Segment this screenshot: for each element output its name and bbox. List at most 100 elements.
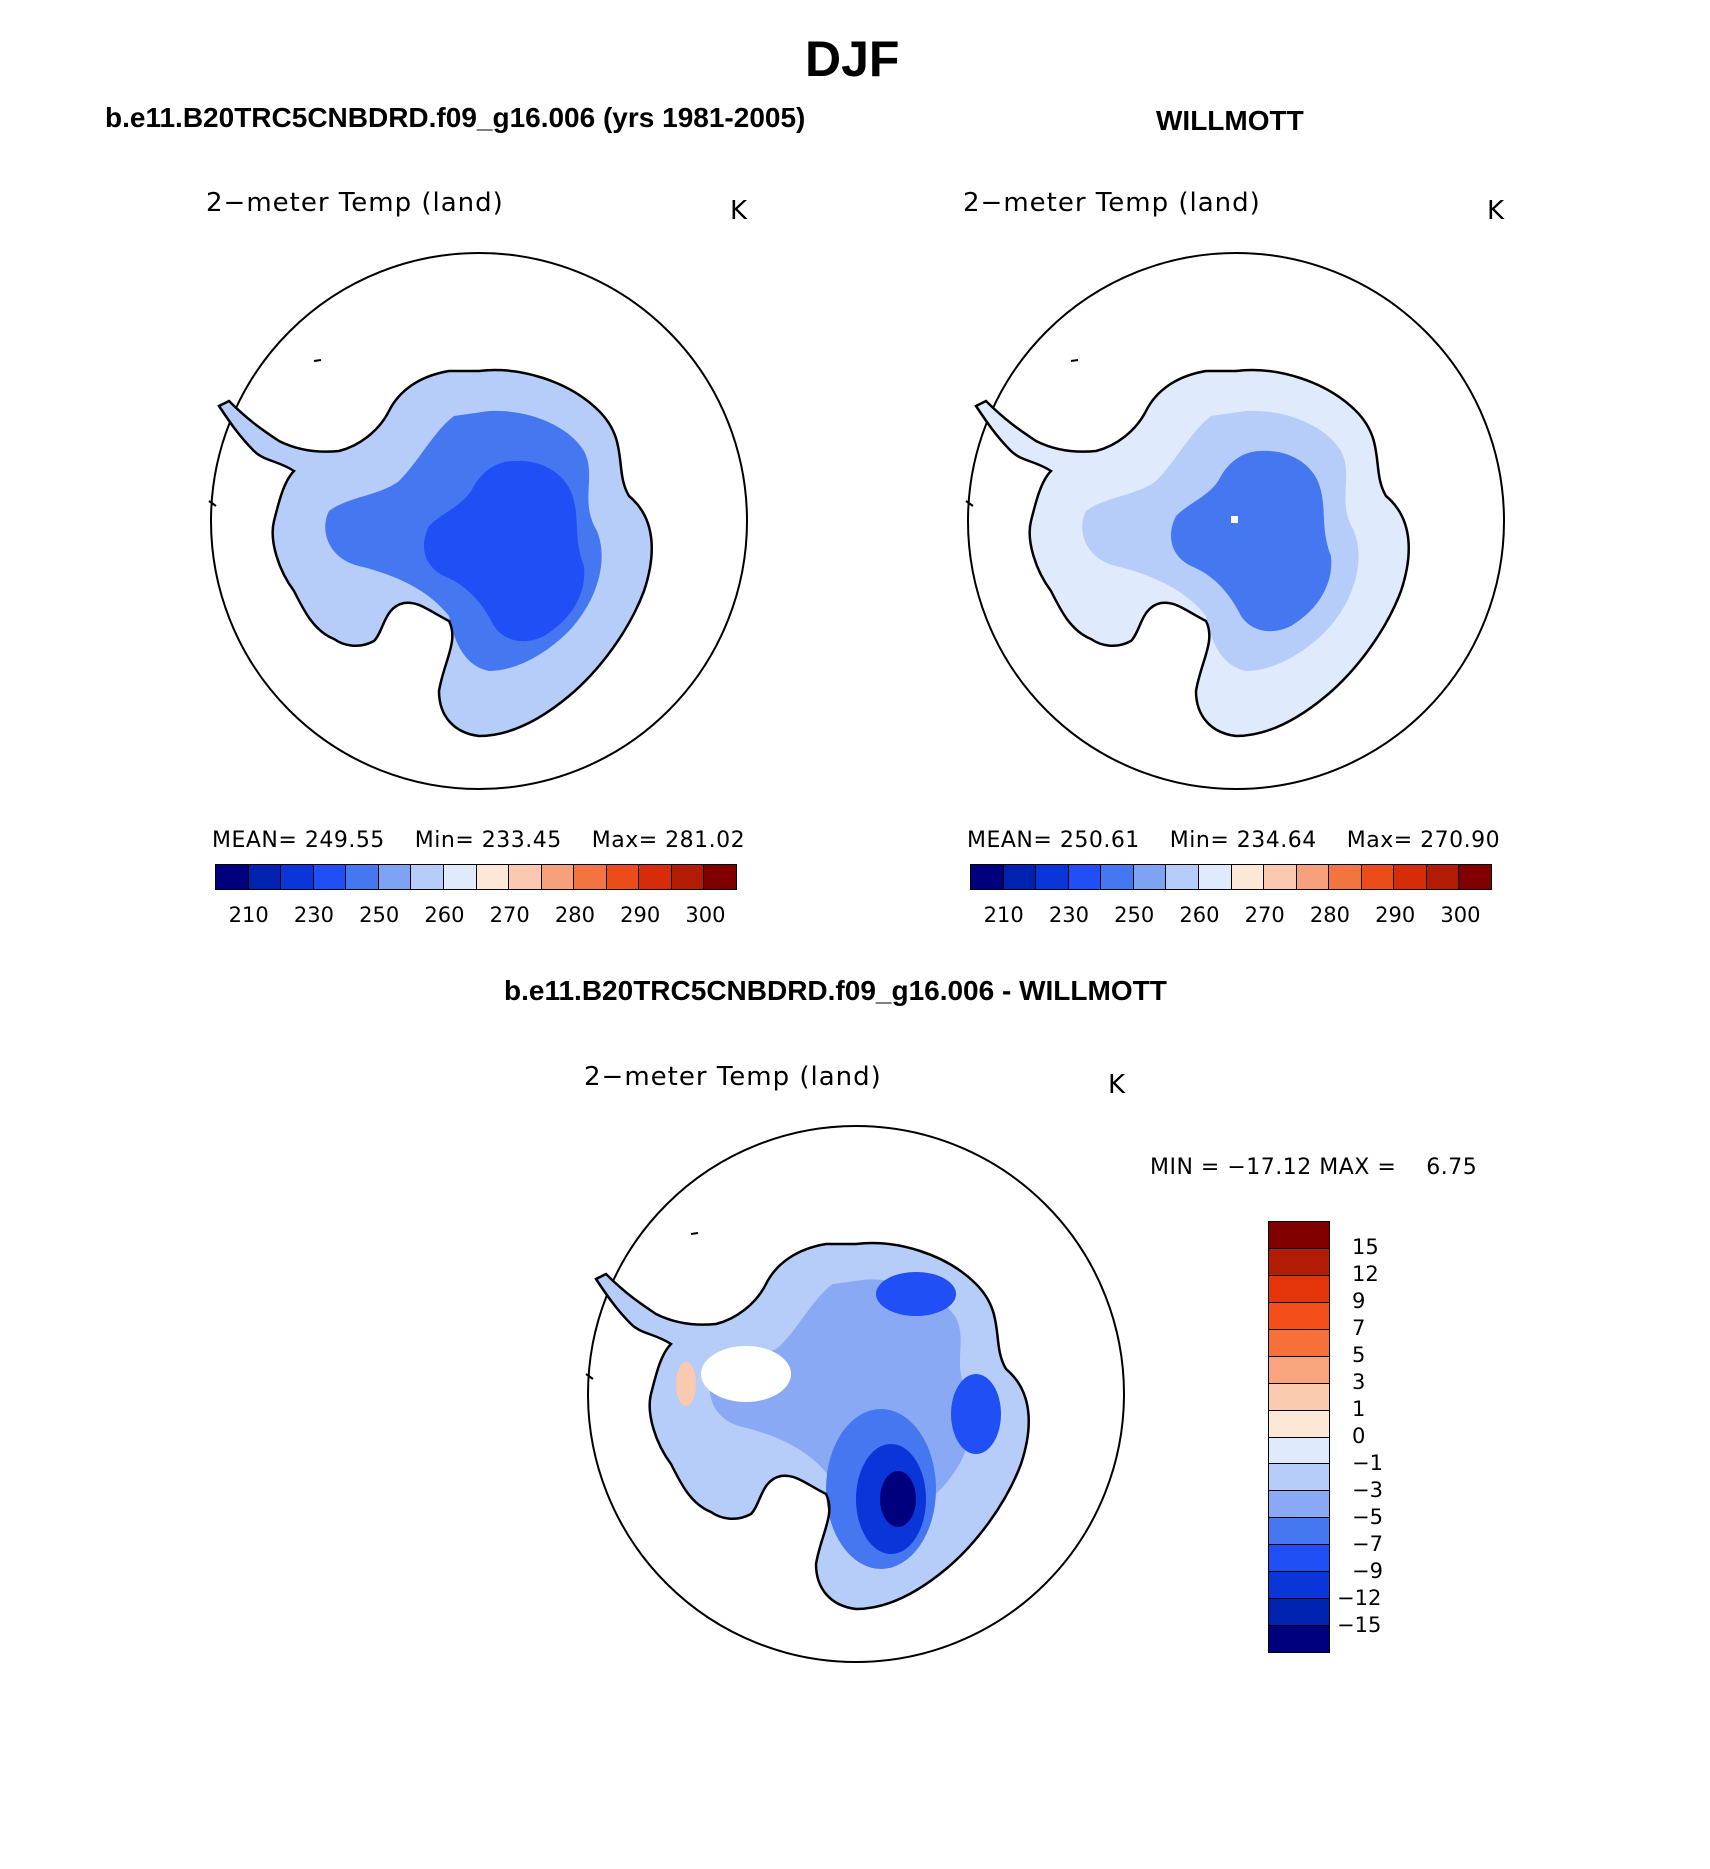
colorbar-model: [215, 864, 737, 890]
colorbar-swatch: [1264, 865, 1297, 889]
colorbar-swatch: [1068, 865, 1102, 889]
panel-model-stats: MEAN= 249.55 Min= 233.45 Max= 281.02: [212, 828, 745, 853]
colorbar-swatch: [1426, 865, 1460, 889]
colorbar-swatch: [1296, 865, 1330, 889]
mean-value: 250.61: [1059, 828, 1140, 853]
colorbar-tick-label: 1: [1352, 1397, 1366, 1421]
colorbar-swatch: [1269, 1491, 1329, 1519]
panel-diff-heading: b.e11.B20TRC5CNBDRD.f09_g16.006 - WILLMO…: [504, 975, 1167, 1006]
colorbar-tick-label: 15: [1352, 1235, 1379, 1259]
colorbar-tick-label: −1: [1352, 1451, 1383, 1475]
colorbar-tick-label: −12: [1337, 1586, 1382, 1610]
colorbar-tick-label: −15: [1337, 1613, 1382, 1637]
panel-obs-variable: 2−meter Temp (land): [963, 188, 1261, 218]
colorbar-swatch: [606, 865, 640, 889]
colorbar-swatch: [1003, 865, 1037, 889]
colorbar-swatch: [574, 865, 607, 889]
colorbar-tick-label: 270: [1244, 903, 1285, 927]
colorbar-swatch: [541, 865, 575, 889]
colorbar-tick-label: 9: [1352, 1289, 1366, 1313]
colorbar-swatch: [1394, 865, 1427, 889]
map-obs: [965, 252, 1505, 790]
panel-model-variable: 2−meter Temp (land): [206, 188, 504, 218]
colorbar-swatch: [248, 865, 282, 889]
colorbar-tick-label: 210: [228, 903, 269, 927]
colorbar-swatch: [1459, 865, 1491, 889]
colorbar-swatch: [1133, 865, 1167, 889]
panel-model-heading: b.e11.B20TRC5CNBDRD.f09_g16.006 (yrs 198…: [105, 102, 806, 133]
figure-title: DJF: [805, 31, 900, 87]
colorbar-swatch: [1269, 1383, 1329, 1411]
colorbar-swatch: [1269, 1410, 1329, 1438]
colorbar-swatch: [1269, 1599, 1329, 1627]
min-value: 233.45: [481, 828, 562, 853]
colorbar-swatch: [1269, 1275, 1329, 1303]
colorbar-tick-label: 290: [620, 903, 661, 927]
colorbar-swatch: [971, 865, 1004, 889]
colorbar-swatch: [1269, 1222, 1329, 1249]
colorbar-tick-label: 280: [1309, 903, 1350, 927]
mean-label: MEAN=: [967, 828, 1053, 853]
colorbar-swatch: [1198, 865, 1232, 889]
colorbar-swatch: [639, 865, 672, 889]
colorbar-tick-label: 0: [1352, 1424, 1366, 1448]
colorbar-tick-label: 5: [1352, 1343, 1366, 1367]
map-diff: [585, 1125, 1125, 1663]
colorbar-swatch: [1269, 1464, 1329, 1492]
colorbar-tick-label: 230: [293, 903, 334, 927]
min-label: Min=: [1169, 828, 1230, 853]
max-label: Max=: [591, 828, 658, 853]
colorbar-swatch: [671, 865, 705, 889]
panel-diff-variable: 2−meter Temp (land): [584, 1062, 882, 1092]
colorbar-swatch: [1269, 1518, 1329, 1546]
panel-model-units: K: [730, 196, 749, 226]
colorbar-swatch: [346, 865, 379, 889]
min-value: 234.64: [1236, 828, 1317, 853]
colorbar-swatch: [1166, 865, 1199, 889]
colorbar-tick-label: 270: [489, 903, 530, 927]
colorbar-obs: [970, 864, 1492, 890]
colorbar-tick-label: −7: [1352, 1532, 1383, 1556]
mean-value: 249.55: [304, 828, 385, 853]
colorbar-diff: [1268, 1221, 1330, 1653]
max-value: 281.02: [665, 828, 746, 853]
colorbar-swatch: [1269, 1248, 1329, 1276]
colorbar-tick-label: −3: [1352, 1478, 1383, 1502]
colorbar-tick-label: 250: [1114, 903, 1155, 927]
colorbar-tick-label: 230: [1048, 903, 1089, 927]
map-model: [208, 252, 748, 790]
colorbar-swatch: [313, 865, 347, 889]
colorbar-swatch: [1329, 865, 1362, 889]
colorbar-tick-label: 300: [685, 903, 726, 927]
colorbar-swatch: [1101, 865, 1134, 889]
colorbar-tick-label: 260: [424, 903, 465, 927]
colorbar-swatch: [281, 865, 314, 889]
colorbar-swatch: [1269, 1329, 1329, 1357]
colorbar-swatch: [1269, 1572, 1329, 1600]
colorbar-tick-label: 290: [1375, 903, 1416, 927]
panel-obs-units: K: [1487, 196, 1506, 226]
mean-label: MEAN=: [212, 828, 298, 853]
colorbar-swatch: [1361, 865, 1395, 889]
colorbar-swatch: [704, 865, 736, 889]
colorbar-swatch: [378, 865, 412, 889]
colorbar-tick-label: 12: [1352, 1262, 1379, 1286]
colorbar-swatch: [1231, 865, 1265, 889]
panel-diff-minmax: MIN = −17.12 MAX = 6.75: [1150, 1155, 1478, 1180]
colorbar-tick-label: 300: [1440, 903, 1481, 927]
max-value: 270.90: [1420, 828, 1501, 853]
colorbar-tick-label: 250: [359, 903, 400, 927]
colorbar-swatch: [1269, 1626, 1329, 1652]
colorbar-tick-label: −5: [1352, 1505, 1383, 1529]
panel-obs-stats: MEAN= 250.61 Min= 234.64 Max= 270.90: [967, 828, 1500, 853]
colorbar-swatch: [1269, 1356, 1329, 1384]
min-label: Min=: [414, 828, 475, 853]
colorbar-swatch: [1269, 1437, 1329, 1465]
colorbar-tick-label: 210: [983, 903, 1024, 927]
colorbar-tick-label: 260: [1179, 903, 1220, 927]
colorbar-swatch: [216, 865, 249, 889]
colorbar-tick-label: 280: [554, 903, 595, 927]
colorbar-tick-label: 3: [1352, 1370, 1366, 1394]
colorbar-swatch: [1269, 1302, 1329, 1330]
